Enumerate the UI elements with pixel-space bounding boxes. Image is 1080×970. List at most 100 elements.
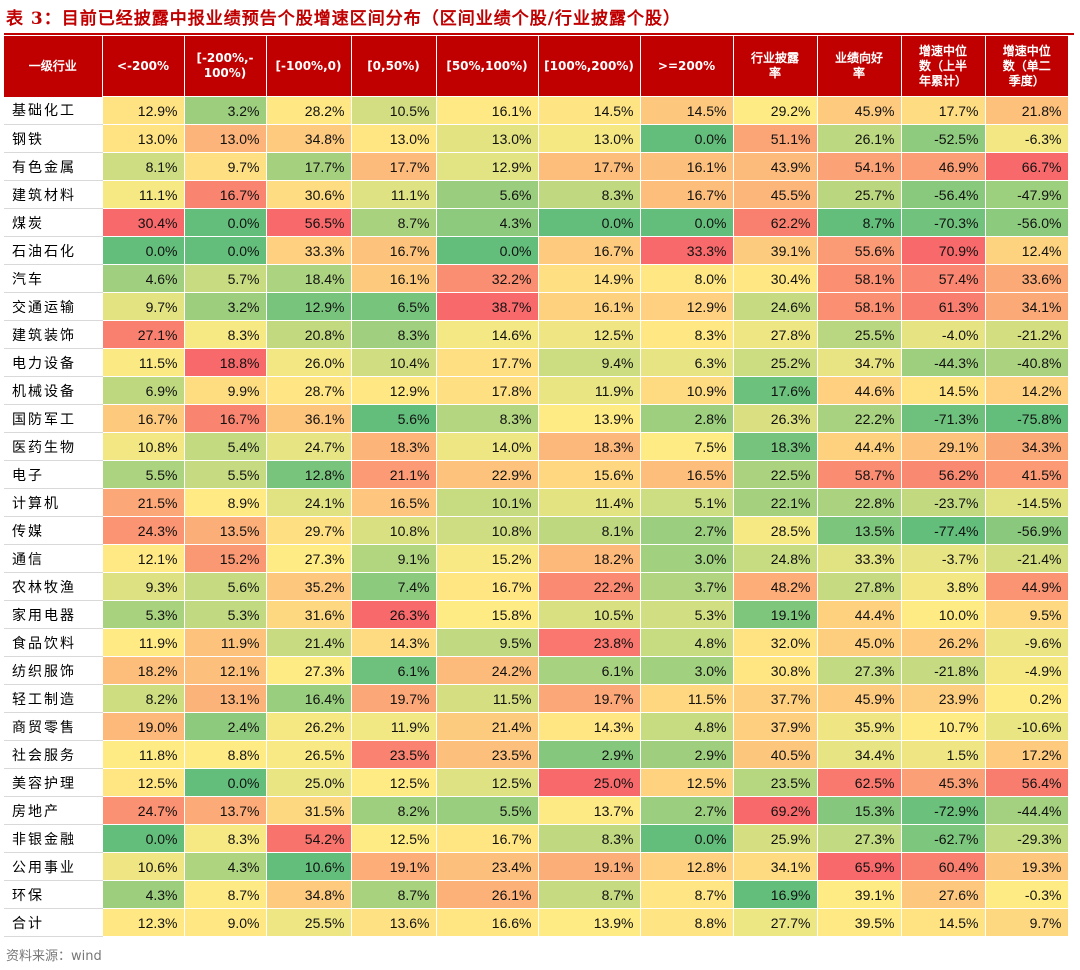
header-100-200: [100%,200%): [537, 36, 640, 97]
value-cell: 17.7%: [435, 348, 539, 377]
industry-name: 汽车: [4, 264, 102, 293]
value-cell: 38.7%: [435, 292, 539, 321]
value-cell: 0.0%: [101, 236, 185, 265]
value-cell: 30.4%: [101, 208, 185, 237]
value-cell: 9.1%: [350, 544, 437, 573]
value-cell: 30.4%: [732, 264, 818, 293]
value-cell: 6.1%: [537, 656, 641, 685]
value-cell: 12.5%: [350, 768, 437, 797]
industry-name: 石油石化: [4, 236, 102, 265]
table-row: 社会服务 11.8% 8.8% 26.5% 23.5% 23.5% 2.9% 2.9% 40.5…: [4, 740, 1069, 769]
value-cell: 30.6%: [265, 180, 352, 209]
header-improve-rate: 业绩向好 率: [816, 36, 901, 97]
source-note: 资料来源：wind: [6, 949, 102, 964]
value-cell: 16.9%: [732, 880, 818, 909]
value-cell: 18.2%: [537, 544, 641, 573]
value-cell: 11.1%: [101, 180, 185, 209]
value-cell: 57.4%: [900, 264, 986, 293]
value-cell: 5.1%: [639, 488, 734, 517]
value-cell: 39.5%: [816, 908, 902, 937]
value-cell: 25.2%: [732, 348, 818, 377]
value-cell: 16.7%: [183, 404, 267, 433]
value-cell: 31.6%: [265, 600, 352, 629]
value-cell: 24.1%: [265, 488, 352, 517]
value-cell: 23.5%: [732, 768, 818, 797]
value-cell: 66.7%: [984, 152, 1069, 181]
value-cell: 58.7%: [816, 460, 902, 489]
value-cell: 12.5%: [435, 768, 539, 797]
value-cell: 4.3%: [183, 852, 267, 881]
value-cell: 8.3%: [537, 824, 641, 853]
value-cell: 27.8%: [816, 572, 902, 601]
value-cell: 8.7%: [350, 880, 437, 909]
value-cell: 70.9%: [900, 236, 986, 265]
value-cell: 10.0%: [900, 600, 986, 629]
value-cell: 30.8%: [732, 656, 818, 685]
value-cell: 17.8%: [435, 376, 539, 405]
value-cell: -14.5%: [984, 488, 1069, 517]
industry-name: 有色金属: [4, 152, 102, 181]
value-cell: -44.4%: [984, 796, 1069, 825]
value-cell: 8.1%: [537, 516, 641, 545]
value-cell: 28.7%: [265, 376, 352, 405]
value-cell: 16.1%: [639, 152, 734, 181]
value-cell: 69.2%: [732, 796, 818, 825]
value-cell: 65.9%: [816, 852, 902, 881]
table-row: 计算机 21.5% 8.9% 24.1% 16.5% 10.1% 11.4% 5.1% 22.1…: [4, 488, 1069, 517]
value-cell: 58.1%: [816, 264, 902, 293]
value-cell: 18.3%: [537, 432, 641, 461]
value-cell: 46.9%: [900, 152, 986, 181]
industry-distribution-table: 一级行业 <-200% [-200%,- 100%) [-100%,0) [0,…: [4, 36, 1069, 937]
value-cell: 33.3%: [816, 544, 902, 573]
table-row: 家用电器 5.3% 5.3% 31.6% 26.3% 15.8% 10.5% 5.3% 19.1…: [4, 600, 1069, 629]
value-cell: 8.3%: [639, 320, 734, 349]
value-cell: 33.3%: [265, 236, 352, 265]
header-industry: 一级行业: [4, 36, 102, 97]
value-cell: -56.9%: [984, 516, 1069, 545]
value-cell: 8.9%: [183, 488, 267, 517]
table-row: 有色金属 8.1% 9.7% 17.7% 17.7% 12.9% 17.7% 16.1% 43.…: [4, 152, 1069, 181]
value-cell: 25.7%: [816, 180, 902, 209]
industry-name: 钢铁: [4, 124, 102, 153]
value-cell: 19.1%: [732, 600, 818, 629]
value-cell: 24.6%: [732, 292, 818, 321]
value-cell: 12.9%: [639, 292, 734, 321]
value-cell: 25.0%: [265, 768, 352, 797]
value-cell: 5.6%: [183, 572, 267, 601]
value-cell: 9.5%: [984, 600, 1069, 629]
value-cell: 16.5%: [350, 488, 437, 517]
value-cell: 27.1%: [101, 320, 185, 349]
value-cell: 34.8%: [265, 880, 352, 909]
value-cell: 43.9%: [732, 152, 818, 181]
value-cell: 22.2%: [816, 404, 902, 433]
value-cell: 13.0%: [350, 124, 437, 153]
value-cell: 44.6%: [816, 376, 902, 405]
value-cell: 13.9%: [537, 404, 641, 433]
value-cell: 26.1%: [435, 880, 539, 909]
header-disclosure-rate: 行业披露 率: [732, 36, 817, 97]
value-cell: 28.5%: [732, 516, 818, 545]
value-cell: 45.3%: [900, 768, 986, 797]
value-cell: -75.8%: [984, 404, 1069, 433]
value-cell: 10.6%: [101, 852, 185, 881]
value-cell: 61.3%: [900, 292, 986, 321]
value-cell: 17.7%: [350, 152, 437, 181]
table-row: 美容护理 12.5% 0.0% 25.0% 12.5% 12.5% 25.0% 12.5% 23…: [4, 768, 1069, 797]
value-cell: 8.0%: [639, 264, 734, 293]
value-cell: 11.9%: [183, 628, 267, 657]
value-cell: 5.3%: [101, 600, 185, 629]
value-cell: -72.9%: [900, 796, 986, 825]
value-cell: 39.1%: [732, 236, 818, 265]
value-cell: 6.9%: [101, 376, 185, 405]
value-cell: 16.7%: [435, 572, 539, 601]
value-cell: 14.0%: [435, 432, 539, 461]
industry-name: 电子: [4, 460, 102, 489]
value-cell: 60.4%: [900, 852, 986, 881]
value-cell: 12.5%: [350, 824, 437, 853]
value-cell: 34.4%: [816, 740, 902, 769]
value-cell: 24.8%: [732, 544, 818, 573]
value-cell: 33.3%: [639, 236, 734, 265]
value-cell: 14.2%: [984, 376, 1069, 405]
value-cell: -29.3%: [984, 824, 1069, 853]
value-cell: 5.4%: [183, 432, 267, 461]
